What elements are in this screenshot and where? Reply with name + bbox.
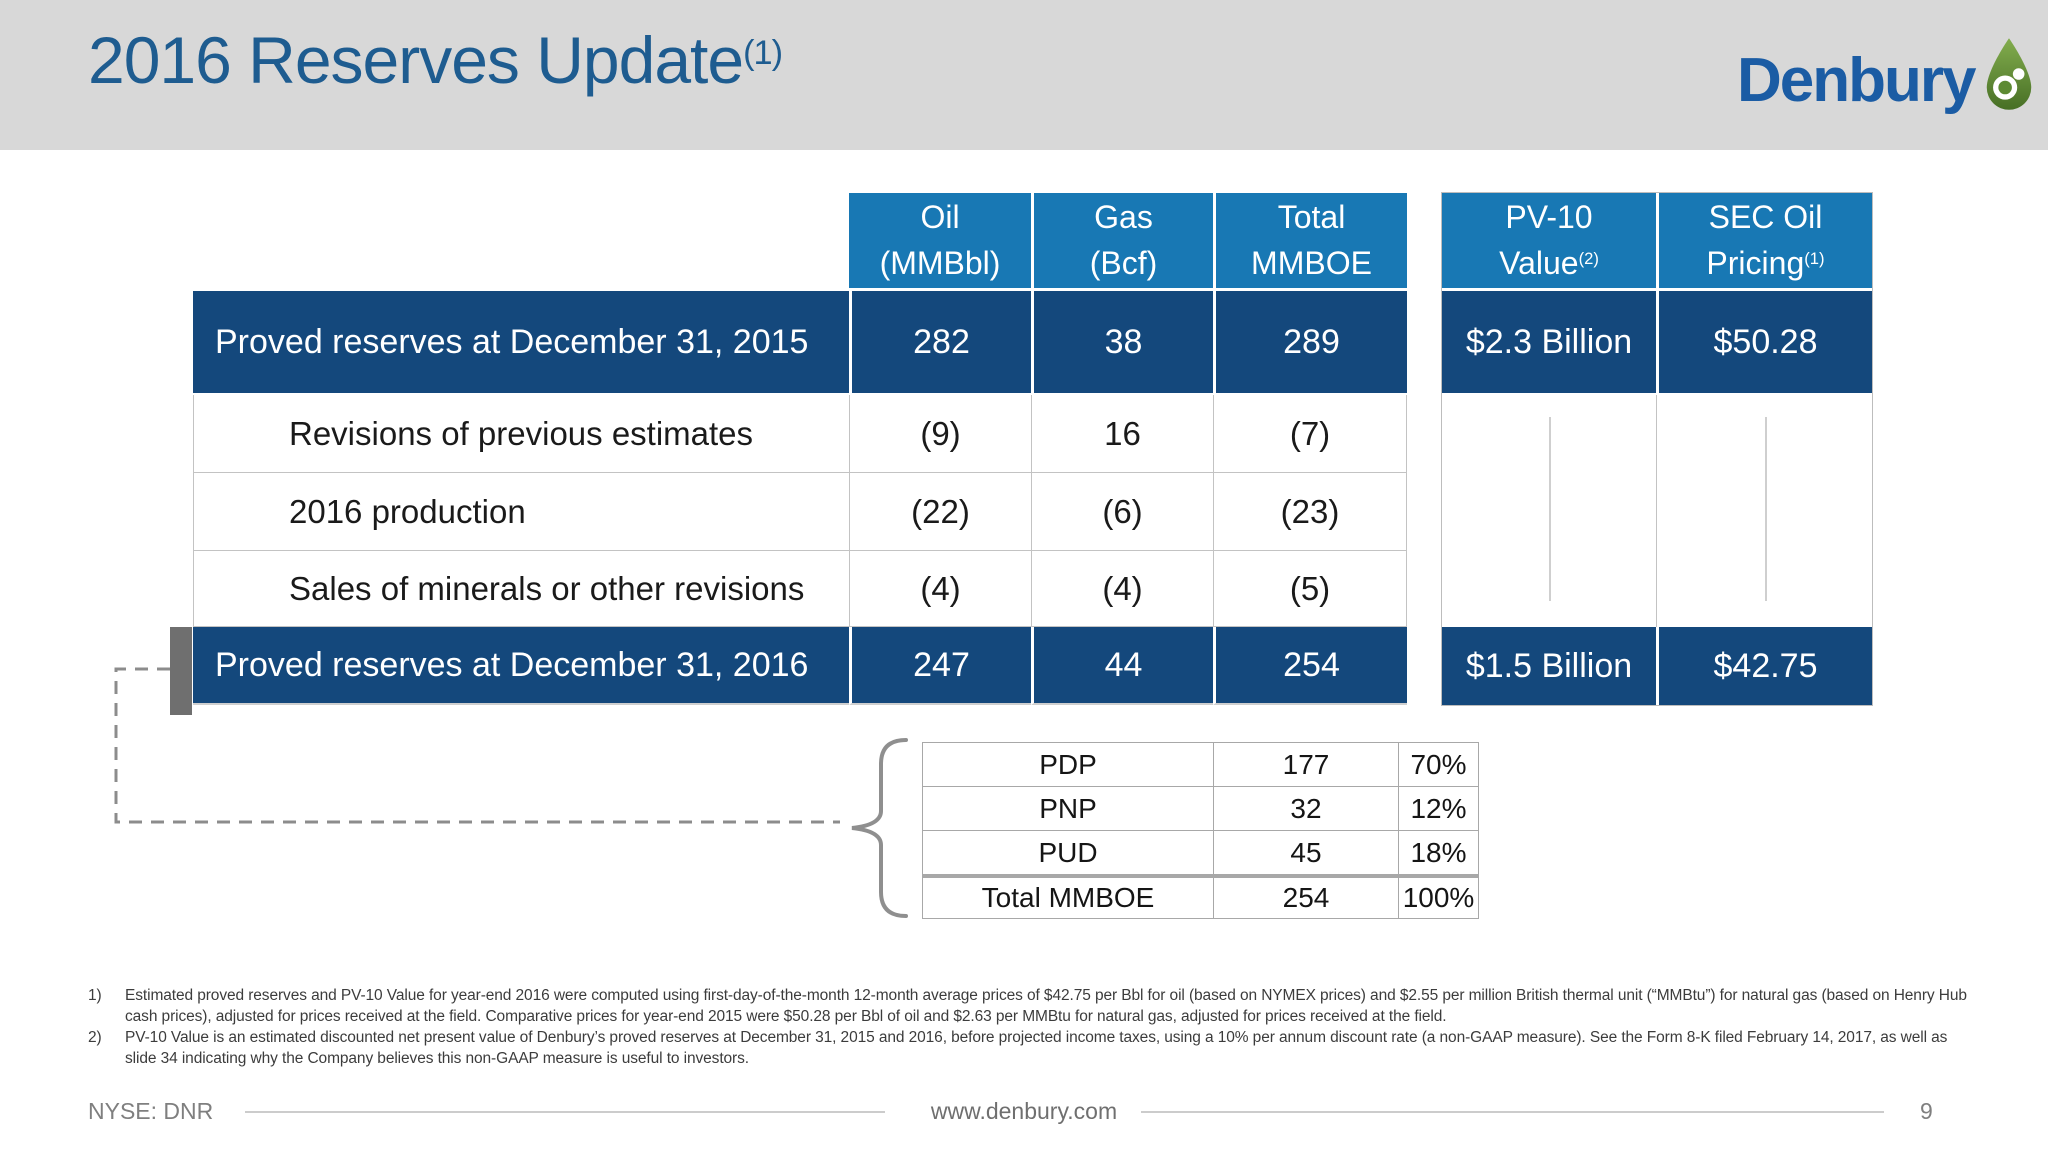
breakdown-total-value: 254 (1214, 875, 1399, 919)
footer-divider-left (245, 1111, 885, 1113)
value-table: PV-10 Value(2) SEC Oil Pricing(1) $2.3 B… (1441, 192, 1873, 706)
header-total-line1: Total (1277, 199, 1346, 236)
title-banner: 2016 Reserves Update(1) Denbury (0, 0, 2048, 150)
row-revisions-label: Revisions of previous estimates (193, 395, 849, 473)
page-number: 9 (1920, 1098, 1933, 1124)
title-footnote-marker: (1) (743, 34, 783, 73)
row-production-total: (23) (1213, 473, 1407, 551)
column-header-gas: Gas (Bcf) (1031, 193, 1213, 291)
row-2016-label: Proved reserves at December 31, 2016 (193, 627, 849, 705)
column-header-oil: Oil (MMBbl) (849, 193, 1031, 291)
pv10-2016-value: $1.5 Billion (1442, 627, 1656, 705)
footnote-1: 1) Estimated proved reserves and PV-10 V… (88, 985, 1980, 1027)
row-production-oil: (22) (849, 473, 1031, 551)
sec-spacer-cell (1656, 395, 1872, 627)
pv10-continuation-line (1549, 417, 1551, 601)
row-sales-label: Sales of minerals or other revisions (193, 551, 849, 627)
sec-footnote-marker: (1) (1804, 249, 1825, 269)
footnote-2-text: PV-10 Value is an estimated discounted n… (125, 1029, 1948, 1067)
row-production-label: 2016 production (193, 473, 849, 551)
pv10-spacer-cell (1442, 395, 1656, 627)
breakdown-pnp-value: 32 (1214, 787, 1399, 831)
header-pv10-line2: Value(2) (1499, 244, 1599, 281)
header-pv10-line1: PV-10 (1505, 199, 1593, 236)
row-production-gas: (6) (1031, 473, 1213, 551)
header-sec-line2: Pricing(1) (1706, 244, 1825, 281)
row-2015-gas: 38 (1031, 291, 1213, 395)
header-sec-line1: SEC Oil (1708, 199, 1823, 236)
row-2016-marker-bar (170, 627, 192, 715)
header-gas-line2: (Bcf) (1089, 244, 1158, 281)
row-2016-total: 254 (1213, 627, 1407, 705)
row-2015-total: 289 (1213, 291, 1407, 395)
connector-overlay (114, 627, 908, 918)
footnotes: 1) Estimated proved reserves and PV-10 V… (88, 985, 1980, 1069)
page-title: 2016 Reserves Update(1) (88, 22, 783, 98)
pv10-footnote-marker: (2) (1578, 249, 1599, 269)
row-revisions-oil: (9) (849, 395, 1031, 473)
page-title-text: 2016 Reserves Update (88, 23, 744, 97)
header-oil-line1: Oil (920, 199, 960, 236)
reserves-table: Oil (MMBbl) Gas (Bcf) Total MMBOE Proved… (193, 193, 1407, 705)
breakdown-pdp-label: PDP (923, 743, 1214, 787)
row-2015-label: Proved reserves at December 31, 2015 (193, 291, 849, 395)
header-gas-line1: Gas (1094, 199, 1153, 236)
breakdown-pdp-pct: 70% (1399, 743, 1479, 787)
footnote-1-number: 1) (88, 987, 102, 1004)
breakdown-pud-value: 45 (1214, 831, 1399, 875)
company-logo: Denbury (1737, 36, 2038, 112)
breakdown-pnp-label: PNP (923, 787, 1214, 831)
row-revisions-total: (7) (1213, 395, 1407, 473)
breakdown-pud-pct: 18% (1399, 831, 1479, 875)
breakdown-total-pct: 100% (1399, 875, 1479, 919)
sec-2015-price: $50.28 (1656, 291, 1872, 395)
column-header-total: Total MMBOE (1213, 193, 1407, 291)
footnote-2-number: 2) (88, 1029, 102, 1046)
logo-wordmark: Denbury (1737, 46, 1976, 115)
oil-drop-icon (1987, 38, 2032, 110)
row-2016-oil: 247 (849, 627, 1031, 705)
column-header-pv10: PV-10 Value(2) (1442, 193, 1656, 291)
footer-divider-right (1141, 1111, 1884, 1113)
header-spacer (193, 193, 849, 291)
row-2016-gas: 44 (1031, 627, 1213, 705)
sec-2016-price: $42.75 (1656, 627, 1872, 705)
footnote-1-text: Estimated proved reserves and PV-10 Valu… (125, 987, 1967, 1025)
curly-brace (851, 738, 908, 918)
row-sales-gas: (4) (1031, 551, 1213, 627)
breakdown-table: PDP 177 70% PNP 32 12% PUD 45 18% Total … (922, 742, 1479, 919)
row-revisions-gas: 16 (1031, 395, 1213, 473)
ticker-label: NYSE: DNR (88, 1098, 214, 1124)
footnote-2: 2) PV-10 Value is an estimated discounte… (88, 1027, 1980, 1069)
row-sales-total: (5) (1213, 551, 1407, 627)
header-oil-line2: (MMBbl) (879, 244, 1001, 281)
column-header-sec-pricing: SEC Oil Pricing(1) (1656, 193, 1872, 291)
row-2015-oil: 282 (849, 291, 1031, 395)
pv10-2015-value: $2.3 Billion (1442, 291, 1656, 395)
breakdown-pdp-value: 177 (1214, 743, 1399, 787)
sec-continuation-line (1764, 417, 1767, 601)
row-sales-oil: (4) (849, 551, 1031, 627)
breakdown-pnp-pct: 12% (1399, 787, 1479, 831)
header-total-line2: MMBOE (1251, 244, 1372, 281)
breakdown-total-label: Total MMBOE (923, 875, 1214, 919)
website-link: www.denbury.com (930, 1098, 1118, 1124)
dashed-connector-line (114, 667, 840, 824)
breakdown-pud-label: PUD (923, 831, 1214, 875)
